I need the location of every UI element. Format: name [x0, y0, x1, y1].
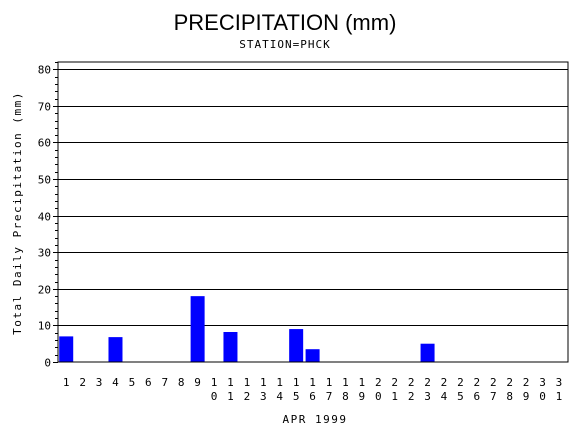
x-tick-label: 1: [326, 376, 333, 389]
x-tick-label: 1: [276, 376, 283, 389]
x-tick-label: 2: [375, 376, 382, 389]
x-tick-label: 3: [424, 390, 431, 403]
y-tick-label: 80: [38, 64, 51, 77]
x-tick-label: 2: [244, 390, 251, 403]
y-tick-label: 20: [38, 284, 51, 297]
x-tick-label: 1: [556, 390, 563, 403]
x-axis: 1 2 3 4 5 6 7 8 9 1011121314151617181920212223242…: [63, 376, 562, 403]
bar-day-23: [420, 343, 435, 362]
x-tick-label: 7: [490, 390, 497, 403]
chart-title: PRECIPITATION (mm): [174, 10, 397, 35]
x-tick-label: 5: [129, 376, 136, 389]
x-tick-label: 4: [441, 390, 448, 403]
x-tick-label: 4: [276, 390, 283, 403]
x-tick-label: 8: [178, 376, 185, 389]
y-tick-label: 0: [44, 357, 51, 370]
x-tick-label: 3: [96, 376, 103, 389]
x-tick-label: 7: [326, 390, 333, 403]
x-tick-label: 7: [161, 376, 168, 389]
x-tick-label: 2: [506, 376, 513, 389]
x-tick-label: 2: [408, 376, 415, 389]
x-tick-label: 9: [194, 376, 201, 389]
y-tick-label: 10: [38, 320, 51, 333]
y-axis-label: Total Daily Precipitation (mm): [11, 91, 24, 335]
x-tick-label: 1: [260, 376, 267, 389]
x-tick-label: 2: [441, 376, 448, 389]
x-tick-label: 1: [227, 376, 234, 389]
x-axis-label: APR 1999: [283, 413, 348, 426]
y-tick-label: 60: [38, 137, 51, 150]
x-tick-label: 2: [523, 376, 530, 389]
bars: [59, 296, 435, 362]
x-tick-label: 5: [457, 390, 464, 403]
y-axis: 0 10 20 30 40 50 60 70 80: [38, 62, 58, 370]
y-tick-label: 30: [38, 247, 51, 260]
x-tick-label: 2: [408, 390, 415, 403]
y-tick-label: 50: [38, 174, 51, 187]
x-tick-label: 3: [539, 376, 546, 389]
x-tick-label: 4: [112, 376, 119, 389]
x-tick-label: 9: [523, 390, 530, 403]
x-tick-label: 1: [309, 376, 316, 389]
x-tick-label: 3: [260, 390, 267, 403]
x-tick-label: 0: [375, 390, 382, 403]
x-tick-label: 1: [359, 376, 366, 389]
x-tick-label: 1: [342, 376, 349, 389]
x-tick-label: 2: [424, 376, 431, 389]
x-tick-label: 6: [309, 390, 316, 403]
x-tick-label: 1: [227, 390, 234, 403]
x-tick-label: 2: [457, 376, 464, 389]
bar-day-9: [190, 296, 205, 362]
x-tick-label: 2: [391, 376, 398, 389]
x-tick-label: 1: [391, 390, 398, 403]
x-tick-label: 5: [293, 390, 300, 403]
bar-day-15: [289, 329, 304, 362]
bar-day-4: [108, 337, 123, 362]
x-tick-label: 6: [474, 390, 481, 403]
chart-subtitle: STATION=PHCK: [239, 38, 330, 51]
x-tick-label: 3: [556, 376, 563, 389]
y-tick-label: 70: [38, 101, 51, 114]
y-tick-label: 40: [38, 211, 51, 224]
plot-frame: [57, 61, 569, 363]
x-tick-label: 8: [506, 390, 513, 403]
x-tick-label: 1: [244, 376, 251, 389]
x-tick-label: 1: [293, 376, 300, 389]
x-tick-label: 0: [211, 390, 218, 403]
x-tick-label: 2: [490, 376, 497, 389]
x-tick-label: 8: [342, 390, 349, 403]
x-tick-label: 1: [63, 376, 70, 389]
x-tick-label: 2: [474, 376, 481, 389]
bar-day-11: [223, 332, 238, 362]
bar-day-16: [305, 349, 320, 362]
x-tick-label: 0: [539, 390, 546, 403]
x-tick-label: 1: [211, 376, 218, 389]
x-tick-label: 9: [359, 390, 366, 403]
x-tick-label: 2: [79, 376, 86, 389]
gridlines: [58, 69, 568, 326]
x-tick-label: 6: [145, 376, 152, 389]
bar-day-1: [59, 336, 74, 362]
